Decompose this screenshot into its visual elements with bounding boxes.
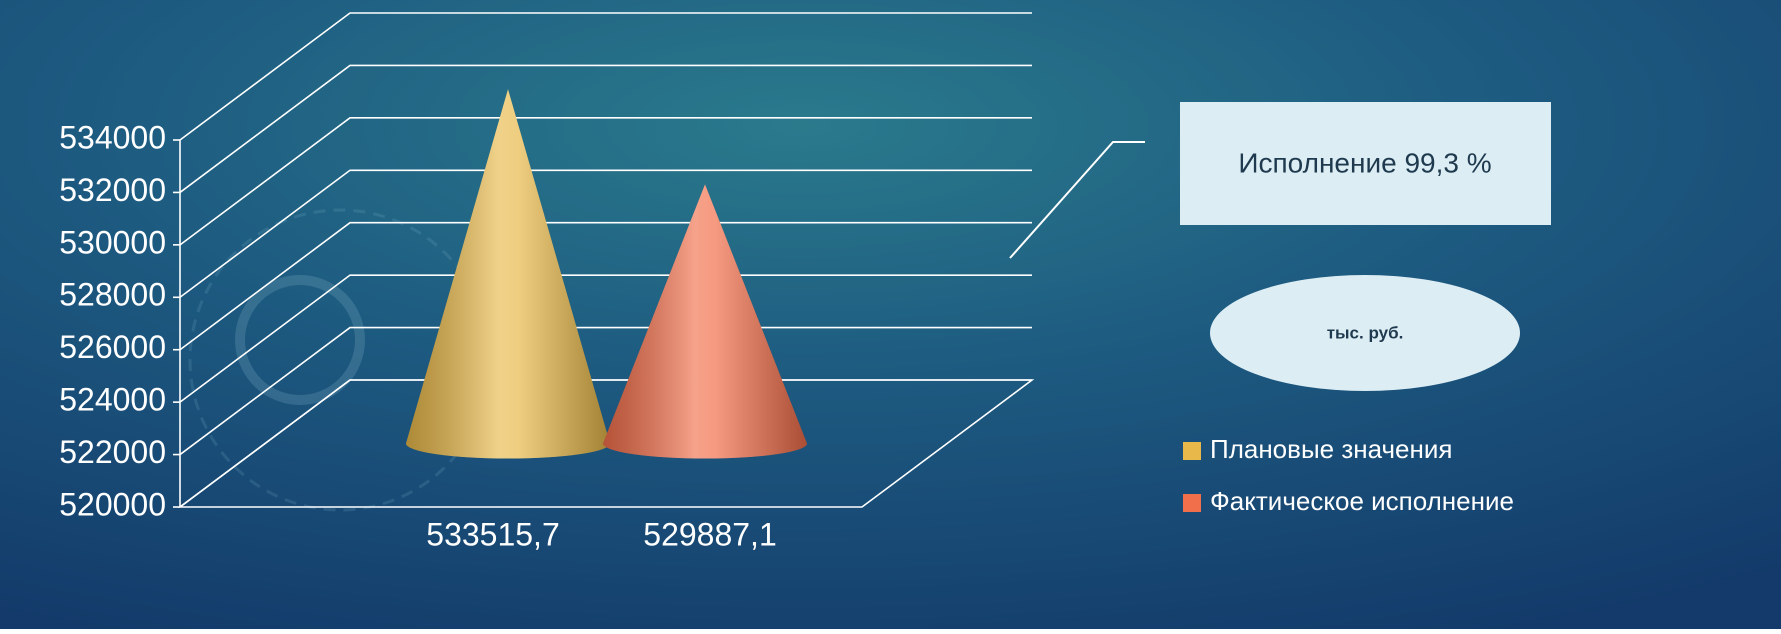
grid-line [179, 64, 1032, 194]
annotation-box [1180, 102, 1551, 225]
grid-line [179, 379, 1032, 508]
grid-line [179, 12, 1032, 141]
y-tick-label: 532000 [59, 172, 166, 208]
grid-line [179, 169, 1032, 298]
value-label: 529887,1 [643, 516, 776, 552]
y-tick-label: 522000 [59, 434, 166, 470]
plot-area: 520000 522000 524000 526000 528000 530000 5320… [59, 12, 1035, 552]
cone-shading [603, 184, 807, 459]
unit-ellipse [1210, 275, 1520, 391]
grid-line [179, 326, 1032, 456]
y-tick-label: 526000 [59, 329, 166, 365]
legend-label: Плановые значения [1210, 434, 1452, 464]
y-tick-label: 524000 [59, 382, 166, 418]
y-tick-label: 534000 [59, 119, 166, 155]
grid-line [179, 221, 1032, 351]
unit-label: тыс. руб. [1327, 323, 1404, 342]
legend-label: Фактическое исполнение [1210, 486, 1514, 516]
y-tick-label: 528000 [59, 277, 166, 313]
decor-ring [235, 275, 365, 405]
callout-line [1009, 141, 1145, 259]
y-tick-label: 520000 [59, 486, 166, 522]
annotation: Исполнение 99,3 % [1238, 147, 1491, 178]
grid-line [179, 274, 1032, 403]
grid-line [179, 117, 1032, 246]
cone-shading [406, 89, 610, 459]
value-label: 533515,7 [426, 516, 559, 552]
legend-swatch [1183, 442, 1201, 460]
legend-swatch [1183, 494, 1201, 512]
y-tick-label: 530000 [59, 224, 166, 260]
